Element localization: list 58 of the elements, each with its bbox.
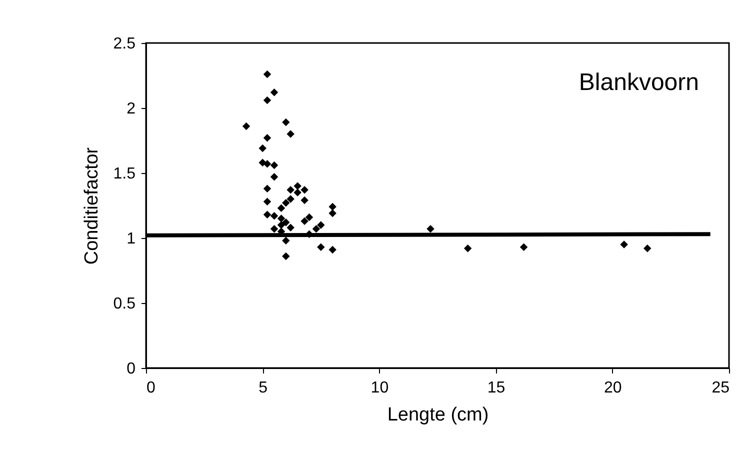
y-tick-label: 1.5 [113,166,136,182]
x-tick-label: 5 [258,380,268,396]
y-tick-label: 2 [126,100,136,118]
y-axis-title: Conditiefactor [81,146,102,265]
point [282,252,290,260]
point [300,186,308,194]
y-tick-label: 1 [126,230,136,248]
point [286,195,294,203]
point [263,184,272,192]
point [282,199,290,207]
point [270,212,278,220]
point [270,225,278,233]
x-tick-label: 20 [604,380,622,396]
point [242,122,250,130]
point [277,214,286,222]
point [300,196,308,204]
point [282,118,290,126]
y-tick-label: 2.5 [113,36,136,52]
point [263,96,272,104]
y-tick-label: 0 [126,360,136,378]
point [328,209,336,218]
point [312,225,320,233]
point [317,243,325,251]
point [328,202,336,211]
point [294,188,302,196]
point [270,88,278,96]
point [263,198,272,206]
point [644,244,652,252]
point [263,210,272,218]
annotation: Blankvoorn [578,69,699,96]
point [300,217,308,225]
point [317,221,325,229]
point [277,204,286,212]
point [277,221,286,229]
x-tick-label: 25 [712,380,730,396]
point [263,134,272,142]
point [282,236,290,244]
point [258,144,266,152]
point [464,244,472,252]
point [286,186,294,194]
point [286,130,294,138]
point [294,182,302,190]
y-tick-label: 0.5 [113,296,136,312]
point [305,213,314,222]
x-axis-title: Lengte (cm) [387,404,489,426]
point [426,225,434,233]
x-tick-label: 10 [370,380,389,396]
x-tick-label: 15 [487,380,506,396]
point [520,243,528,251]
point [286,224,294,232]
point [270,173,278,181]
x-tick-label: 0 [146,380,156,396]
point [270,161,278,170]
point [263,70,272,78]
point [620,240,628,248]
point [263,160,272,168]
point [328,246,336,254]
point [282,218,290,226]
